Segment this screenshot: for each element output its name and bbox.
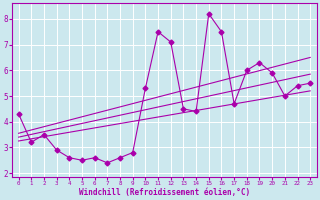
X-axis label: Windchill (Refroidissement éolien,°C): Windchill (Refroidissement éolien,°C) xyxy=(79,188,250,197)
